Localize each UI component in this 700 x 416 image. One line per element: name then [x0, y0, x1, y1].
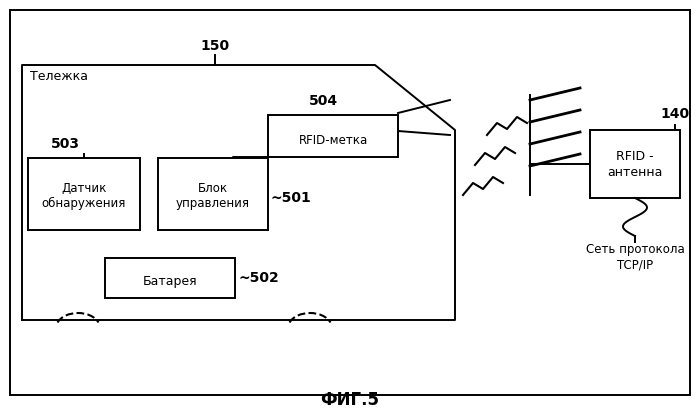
Text: Батарея: Батарея — [143, 275, 197, 289]
Text: ФИГ.5: ФИГ.5 — [321, 391, 379, 409]
Text: Сеть протокола: Сеть протокола — [586, 243, 685, 256]
Bar — [268, 115, 398, 157]
Text: Датчик: Датчик — [62, 181, 106, 195]
Bar — [158, 158, 268, 230]
Text: управления: управления — [176, 196, 250, 210]
Bar — [28, 158, 140, 230]
Bar — [105, 258, 235, 298]
Text: 504: 504 — [309, 94, 337, 108]
Text: RFID-метка: RFID-метка — [298, 134, 368, 148]
Text: обнаружения: обнаружения — [42, 196, 126, 210]
Text: 150: 150 — [200, 39, 230, 53]
Text: TCP/IP: TCP/IP — [617, 258, 653, 271]
Text: ~501: ~501 — [271, 191, 312, 205]
Text: ~502: ~502 — [238, 271, 279, 285]
Text: 503: 503 — [50, 137, 80, 151]
Text: антенна: антенна — [608, 166, 663, 179]
Text: Тележка: Тележка — [30, 70, 88, 83]
Text: RFID -: RFID - — [616, 151, 654, 163]
Text: Блок: Блок — [198, 181, 228, 195]
Text: 140: 140 — [660, 107, 689, 121]
Bar — [590, 130, 680, 198]
